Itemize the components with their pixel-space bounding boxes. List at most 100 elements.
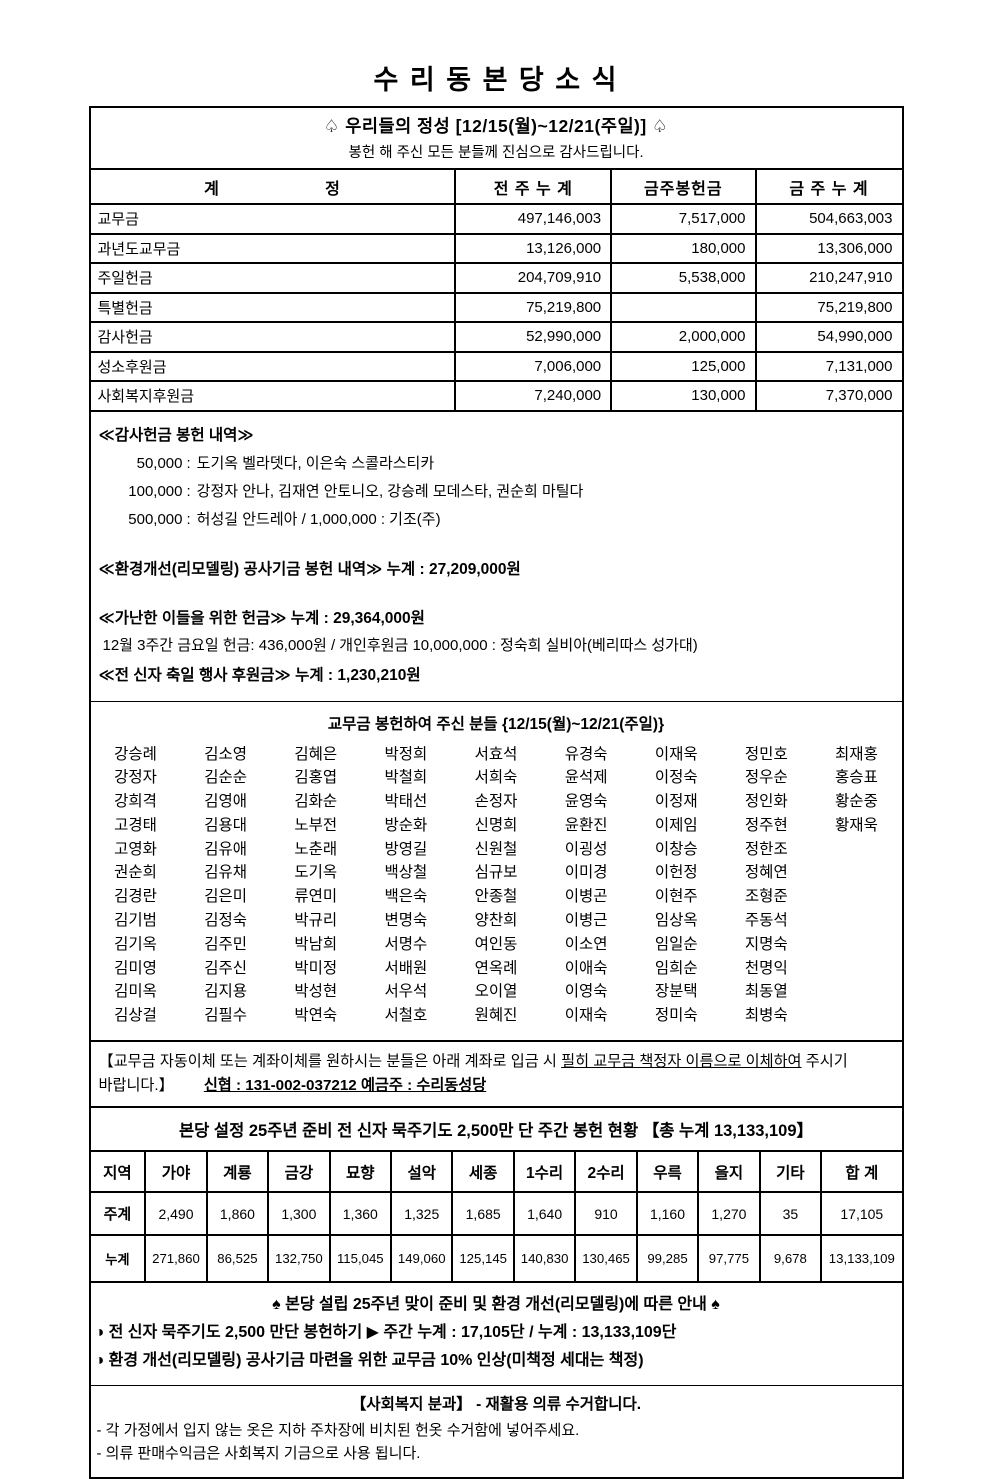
offering-prev-total: 13,126,000 — [454, 232, 613, 264]
region-col-header: 1수리 — [512, 1151, 577, 1194]
donor-name: 윤석제 — [564, 769, 608, 787]
donor-name: 박철희 — [384, 769, 428, 787]
region-col-header: 금강 — [267, 1151, 331, 1194]
donor-name — [811, 1004, 901, 1028]
donor-name: 임희순 — [654, 959, 698, 977]
donor-name: 김기옥 — [114, 935, 157, 953]
donor-name: 박연숙 — [294, 1007, 338, 1025]
offering-item-name: 과년도교무금 — [89, 232, 457, 264]
transfer-account: 신협 : 131-002-037212 예금주 : 수리동성당 — [203, 1076, 487, 1094]
donor-name: 임일순 — [654, 935, 698, 953]
region-value: 1,860 — [205, 1191, 270, 1237]
donor-name — [811, 838, 901, 862]
region-col-header: 설악 — [390, 1151, 454, 1194]
offering-item-name: 성소후원금 — [89, 350, 457, 382]
donor-name: 홍승표 — [835, 769, 878, 787]
offering-row: 주일헌금 204,709,910 5,538,000 210,247,910 — [89, 262, 903, 294]
region-value: 115,045 — [328, 1234, 393, 1284]
donor-name: 김홍엽 — [294, 769, 338, 787]
region-value: 35 — [758, 1191, 823, 1237]
donor-name: 천명익 — [744, 959, 788, 977]
region-row-label: 누계 — [89, 1234, 147, 1284]
offering-row: 사회복지후원금 7,240,000 130,000 7,370,000 — [89, 380, 903, 412]
anniversary-notice-items: ◑ 전 신자 묵주기도 2,500 만단 봉헌하기 ▶ 주간 누계 : 17,1… — [95, 1319, 898, 1375]
donor-name — [811, 885, 901, 909]
donor-name: 이병곤 — [564, 888, 608, 906]
welfare-items: - 각 가정에서 입지 않는 옷은 지하 주차장에 비치된 헌옷 수거함에 넣어… — [97, 1419, 896, 1466]
region-col-header: 2수리 — [574, 1151, 638, 1194]
donor-name: 오이열 — [474, 983, 518, 1001]
donor-name: 최동열 — [744, 983, 788, 1001]
offering-header-jeong: 정 — [325, 180, 341, 198]
thanksgiving-amount: 50,000 — [136, 454, 183, 472]
donor-name: 고경태 — [114, 816, 157, 834]
offering-week-total: 504,663,003 — [754, 203, 903, 235]
region-col-header: 가야 — [144, 1151, 208, 1194]
donor-name: 여인동 — [474, 935, 518, 953]
offering-item-name: 교무금 — [89, 203, 457, 235]
donor-name: 정혜연 — [744, 864, 788, 882]
region-col-header: 계룡 — [205, 1151, 270, 1194]
donor-name — [811, 933, 901, 957]
region-value: 910 — [574, 1191, 638, 1237]
region-col-header: 세종 — [451, 1151, 515, 1194]
donor-name: 김화순 — [294, 793, 338, 811]
donor-name: 강정자 — [114, 769, 157, 787]
offering-week-total: 210,247,910 — [754, 262, 903, 294]
region-value: 1,640 — [512, 1191, 577, 1237]
donor-name: 강승례 — [114, 745, 157, 763]
donor-name: 김주신 — [204, 959, 248, 977]
region-header-row: 지역 가야 계룡 금강 묘향 설악 세종 1수리 2수리 우륵 을지 기타 합 계 — [89, 1151, 903, 1194]
donor-name: 도기옥 — [294, 864, 338, 882]
offering-table: 계 정 전 주 누 계 금주봉헌금 금 주 누 계 교무금 497,146,003… — [89, 169, 903, 412]
feast-fund-total: 누계 : 1,230,210원 — [295, 666, 421, 684]
rosary-region-table: 지역 가야 계룡 금강 묘향 설악 세종 1수리 2수리 우륵 을지 기타 합 계 주계 2,490 1,8… — [89, 1151, 903, 1284]
welfare-item: - 의류 판매수익금은 사회복지 기금으로 사용 됩니다. — [96, 1445, 421, 1463]
donor-name: 방영길 — [384, 840, 428, 858]
donor-name: 김경란 — [114, 888, 157, 906]
donor-name: 김용대 — [204, 816, 248, 834]
donor-name: 김유애 — [204, 840, 248, 858]
offering-item-name: 감사헌금 — [89, 321, 457, 353]
donor-name: 박태선 — [384, 793, 428, 811]
donor-name: 지명숙 — [744, 935, 788, 953]
donor-name: 유경숙 — [564, 745, 608, 763]
region-value: 1,160 — [635, 1191, 700, 1237]
anniversary-notice: ♠ 본당 설립 25주년 맞이 준비 및 환경 개선(리모델링)에 따른 안내 … — [90, 1283, 902, 1387]
donor-name: 이제임 — [654, 816, 698, 834]
thanksgiving-separator: : — [186, 454, 191, 472]
offering-details: ≪감사헌금 봉헌 내역≫ 50,000: 도기옥 벨라뎃다, 이은숙 스콜라스티카… — [90, 412, 902, 702]
donor-name: 이굉성 — [564, 840, 608, 858]
region-value: 13,133,109 — [820, 1234, 903, 1284]
region-value: 132,750 — [267, 1234, 331, 1284]
offering-header-row: 계 정 전 주 누 계 금주봉헌금 금 주 누 계 — [89, 169, 903, 205]
offering-header-prev-total: 전 주 누 계 — [454, 169, 613, 205]
offering-header-account: 계 정 — [89, 169, 457, 205]
region-value: 130,465 — [574, 1234, 638, 1284]
donors-title: 교무금 봉헌하여 주신 분들 {12/15(월)~12/21(주일)} — [327, 715, 665, 733]
thanksgiving-names: 허성길 안드레아 / 1,000,000 : 기조(주) — [196, 510, 441, 528]
donor-name — [811, 909, 901, 933]
donor-name: 이정재 — [654, 793, 698, 811]
offering-week-total: 7,370,000 — [754, 380, 903, 412]
donor-name — [811, 980, 901, 1004]
donor-name: 정인화 — [744, 793, 788, 811]
donor-name: 김미영 — [114, 959, 157, 977]
remodeling-fund-total: 누계 : 27,209,000원 — [386, 560, 521, 578]
offering-item-name: 사회복지후원금 — [89, 380, 457, 412]
page-title: 수 리 동 본 당 소 식 — [373, 65, 619, 95]
poor-fund-title: ≪가난한 이들을 위한 헌금≫ — [98, 609, 287, 627]
region-value: 2,490 — [144, 1191, 208, 1237]
donor-name: 김미옥 — [114, 983, 157, 1001]
donor-name: 김정숙 — [204, 912, 248, 930]
donor-name: 권순희 — [114, 864, 157, 882]
region-row: 누계 271,860 86,525 132,750 115,045 149,060 125,… — [89, 1234, 903, 1284]
region-col-header: 기타 — [758, 1151, 823, 1194]
donor-name: 고영화 — [114, 840, 157, 858]
poor-fund-line: ≪가난한 이들을 위한 헌금≫ 누계 : 29,364,000원 — [99, 606, 892, 628]
donor-name: 김혜은 — [294, 745, 338, 763]
offering-prev-total: 75,219,800 — [454, 291, 613, 323]
donor-name: 최재홍 — [835, 745, 878, 763]
offering-prev-total: 52,990,000 — [454, 321, 613, 353]
